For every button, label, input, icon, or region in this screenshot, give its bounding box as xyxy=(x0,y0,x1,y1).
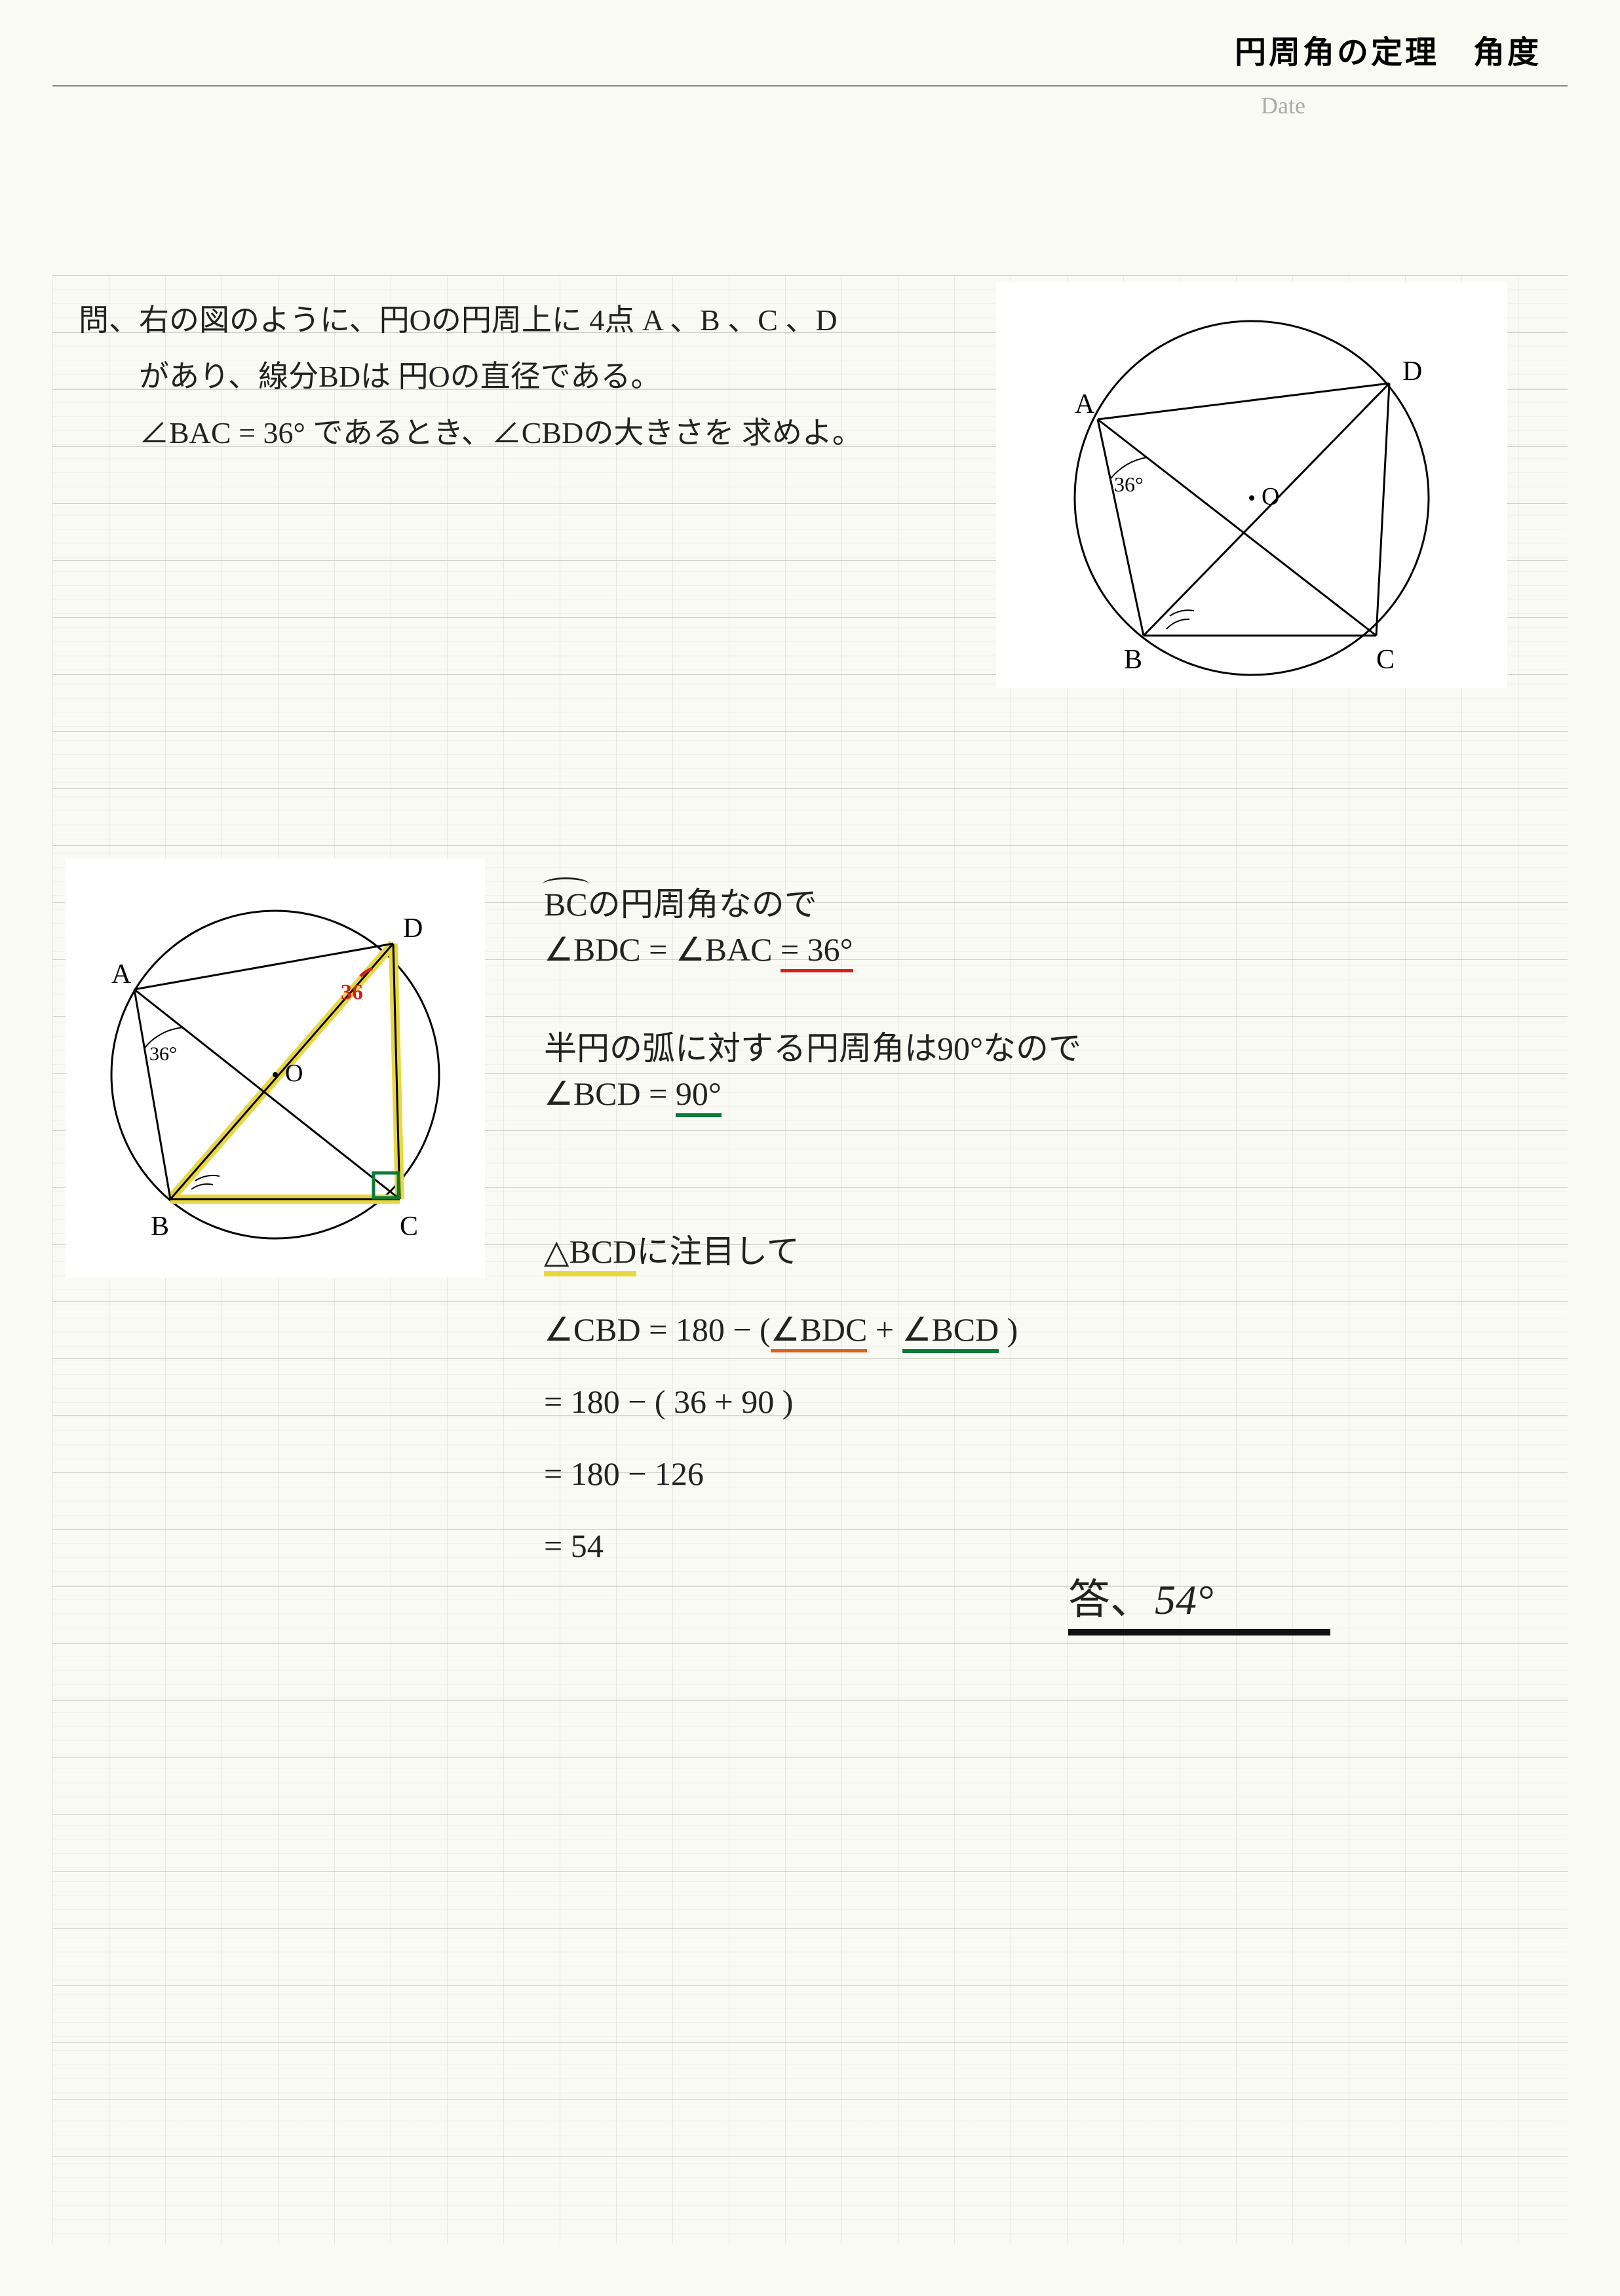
step-1a: BCの円周角なので xyxy=(544,878,817,925)
step-3: △BCDに注目して xyxy=(544,1225,800,1272)
triangle-bcd: △BCD xyxy=(544,1233,636,1276)
date-label: Date xyxy=(1261,92,1305,119)
step-2a: 半円の弧に対する円周角は90°なので xyxy=(544,1022,1081,1069)
svg-text:36°: 36° xyxy=(1114,472,1144,496)
answer-label: 答、 xyxy=(1068,1577,1152,1623)
eq1-bcd: ∠BCD xyxy=(902,1311,999,1353)
notebook-page: 円周角の定理 角度 Date 問、右の図のように、円Oの円周上に 4点 A 、B… xyxy=(0,0,1620,2296)
svg-text:A: A xyxy=(111,959,132,989)
step1a-txt: の円周角なので xyxy=(588,886,817,923)
svg-text:36°: 36° xyxy=(149,1043,177,1065)
svg-text:O: O xyxy=(1262,483,1279,510)
answer-value: 54° xyxy=(1155,1577,1214,1623)
svg-text:O: O xyxy=(285,1060,303,1087)
eq-3: = 180 − 126 xyxy=(544,1455,704,1493)
problem-line-2: があり、線分BDは 円Oの直径である。 xyxy=(79,353,661,396)
diagram-solution: A B C D O 36° 36 xyxy=(66,858,485,1278)
arc-bc: BC xyxy=(544,885,588,923)
step-1b: ∠BDC = ∠BAC = 36° xyxy=(544,930,853,968)
svg-text:36: 36 xyxy=(341,980,363,1004)
diagram-problem: A B C D O 36° xyxy=(996,282,1507,688)
svg-text:C: C xyxy=(400,1212,418,1242)
diagram-solution-svg: A B C D O 36° 36 xyxy=(66,858,485,1278)
final-answer: 答、 54° xyxy=(1068,1566,1330,1636)
svg-text:B: B xyxy=(1124,645,1142,675)
page-header: 円周角の定理 角度 xyxy=(1083,26,1541,72)
eq-4: = 54 xyxy=(544,1527,604,1565)
svg-text:B: B xyxy=(151,1212,169,1242)
step-2b: ∠BCD = 90° xyxy=(544,1075,722,1113)
answer-underline xyxy=(1068,1629,1330,1636)
problem-line-1: 問、右の図のように、円Oの円周上に 4点 A 、B 、C 、D xyxy=(79,296,838,339)
eq-1: ∠CBD = 180 − (∠BDC + ∠BCD ) xyxy=(544,1311,1018,1349)
svg-text:D: D xyxy=(1402,356,1422,387)
eq1-bdc: ∠BDC xyxy=(771,1311,868,1352)
bcd-90: 90° xyxy=(676,1075,722,1117)
eq-2: = 180 − ( 36 + 90 ) xyxy=(544,1383,793,1421)
problem-line-3: ∠BAC = 36° であるとき、∠CBDの大きさを 求めよ。 xyxy=(79,409,862,452)
page-title: 円周角の定理 角度 xyxy=(1083,26,1541,72)
bdc-36: = 36° xyxy=(781,931,853,972)
svg-text:A: A xyxy=(1075,389,1095,419)
diagram-problem-svg: A B C D O 36° xyxy=(996,282,1507,688)
svg-text:D: D xyxy=(403,913,423,944)
header-rule xyxy=(52,85,1568,86)
svg-text:C: C xyxy=(1376,645,1395,675)
